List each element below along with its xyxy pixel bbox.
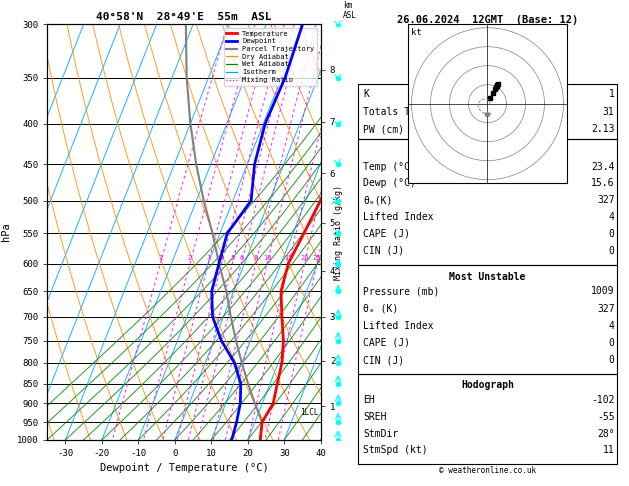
Text: kt: kt [411, 28, 422, 37]
Text: CIN (J): CIN (J) [363, 246, 404, 256]
Text: Lifted Index: Lifted Index [363, 212, 433, 222]
Text: 25: 25 [313, 256, 321, 261]
Text: 26.06.2024  12GMT  (Base: 12): 26.06.2024 12GMT (Base: 12) [397, 16, 578, 25]
Text: Temp (°C): Temp (°C) [363, 161, 416, 172]
Text: 5: 5 [230, 256, 235, 261]
Text: SREH: SREH [363, 412, 387, 422]
Text: 2: 2 [188, 256, 192, 261]
Text: 23.4: 23.4 [591, 161, 615, 172]
Text: 6: 6 [239, 256, 243, 261]
Text: 31: 31 [603, 106, 615, 117]
Text: 8: 8 [253, 256, 258, 261]
Text: Pressure (mb): Pressure (mb) [363, 286, 440, 296]
Text: © weatheronline.co.uk: © weatheronline.co.uk [439, 467, 536, 475]
Text: 10: 10 [263, 256, 272, 261]
Text: 0: 0 [609, 355, 615, 365]
Text: Lifted Index: Lifted Index [363, 321, 433, 331]
Text: θₑ (K): θₑ (K) [363, 304, 398, 313]
Text: 0: 0 [609, 338, 615, 348]
Text: 1: 1 [159, 256, 162, 261]
Text: km
ASL: km ASL [343, 1, 357, 20]
Text: CIN (J): CIN (J) [363, 355, 404, 365]
Text: StmDir: StmDir [363, 429, 398, 439]
Text: CAPE (J): CAPE (J) [363, 229, 410, 239]
Text: 327: 327 [597, 304, 615, 313]
Text: EH: EH [363, 395, 375, 405]
Text: -102: -102 [591, 395, 615, 405]
Text: 1009: 1009 [591, 286, 615, 296]
Text: Most Unstable: Most Unstable [449, 272, 526, 282]
Text: 2.13: 2.13 [591, 124, 615, 135]
Text: Mixing Ratio (g/kg): Mixing Ratio (g/kg) [333, 185, 343, 279]
Text: 20: 20 [300, 256, 309, 261]
Text: 327: 327 [597, 195, 615, 205]
Text: CAPE (J): CAPE (J) [363, 338, 410, 348]
Text: 1LCL: 1LCL [301, 408, 319, 417]
Text: 11: 11 [603, 446, 615, 455]
Text: 1: 1 [609, 88, 615, 99]
Text: 3: 3 [206, 256, 210, 261]
Text: Hodograph: Hodograph [461, 380, 514, 390]
X-axis label: Dewpoint / Temperature (°C): Dewpoint / Temperature (°C) [99, 464, 269, 473]
Text: 15.6: 15.6 [591, 178, 615, 189]
Text: θₑ(K): θₑ(K) [363, 195, 392, 205]
Text: 15: 15 [284, 256, 293, 261]
Text: -55: -55 [597, 412, 615, 422]
Text: 0: 0 [609, 229, 615, 239]
Text: K: K [363, 88, 369, 99]
Legend: Temperature, Dewpoint, Parcel Trajectory, Dry Adiabat, Wet Adiabat, Isotherm, Mi: Temperature, Dewpoint, Parcel Trajectory… [223, 28, 317, 86]
Text: PW (cm): PW (cm) [363, 124, 404, 135]
Text: StmSpd (kt): StmSpd (kt) [363, 446, 428, 455]
Text: 4: 4 [609, 212, 615, 222]
Text: 4: 4 [609, 321, 615, 331]
Text: Totals Totals: Totals Totals [363, 106, 440, 117]
Text: Surface: Surface [467, 146, 508, 156]
Text: 4: 4 [220, 256, 224, 261]
Text: 28°: 28° [597, 429, 615, 439]
Text: Dewp (°C): Dewp (°C) [363, 178, 416, 189]
Text: 0: 0 [609, 246, 615, 256]
Y-axis label: hPa: hPa [1, 223, 11, 242]
Title: 40°58'N  28°49'E  55m  ASL: 40°58'N 28°49'E 55m ASL [96, 12, 272, 22]
